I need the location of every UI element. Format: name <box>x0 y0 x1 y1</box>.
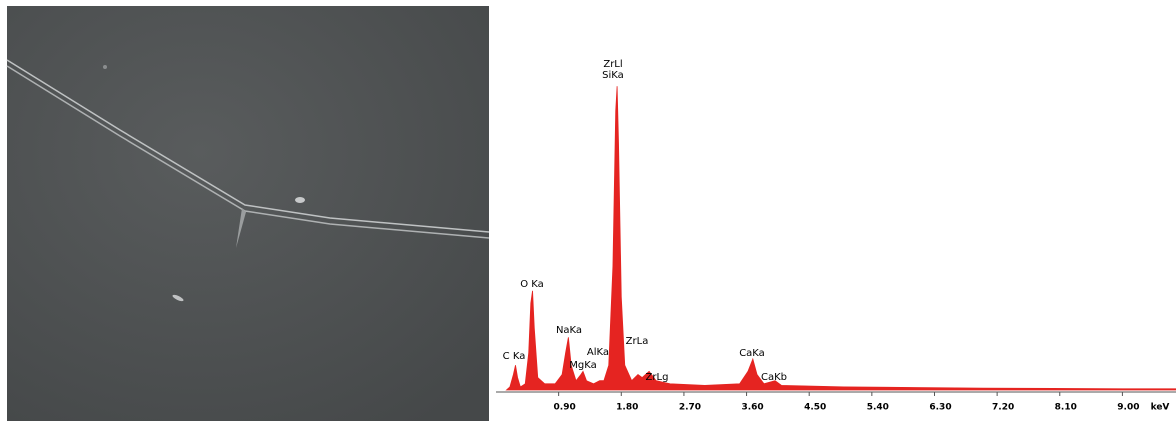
peak-label: CaKb <box>761 372 787 383</box>
sem-image <box>7 6 489 421</box>
peak-label: ZrLa <box>626 336 649 347</box>
peak-label: NaKa <box>556 325 582 336</box>
x-tick-label: 8.10 <box>1055 403 1077 413</box>
x-tick-label: 0.90 <box>554 403 576 413</box>
page: 0.90 1.80 2.70 3.60 4.50 5.40 6.30 7.20 8.10 9.00… <box>0 0 1176 421</box>
peak-label: SiKa <box>602 70 624 81</box>
x-tick-label: 2.70 <box>679 403 701 413</box>
x-tick-label: 4.50 <box>804 403 826 413</box>
peak-label: CaKa <box>739 348 765 359</box>
peak-label: O Ka <box>520 279 544 290</box>
x-tick-label: 3.60 <box>741 403 763 413</box>
peak-label: AlKa <box>587 347 609 358</box>
peak-label: MgKa <box>569 360 597 371</box>
x-tick-label: 1.80 <box>616 403 638 413</box>
x-axis-label: keV <box>1151 403 1170 413</box>
x-tick-label: 9.00 <box>1117 403 1139 413</box>
spectrum <box>506 86 1176 390</box>
x-tick-label: 6.30 <box>929 403 951 413</box>
peak-label: ZrLg <box>646 372 669 383</box>
peak-label: C Ka <box>503 351 526 362</box>
x-tick-label: 7.20 <box>992 403 1014 413</box>
x-tick-label: 5.40 <box>867 403 889 413</box>
peak-label: ZrLl <box>603 59 622 70</box>
